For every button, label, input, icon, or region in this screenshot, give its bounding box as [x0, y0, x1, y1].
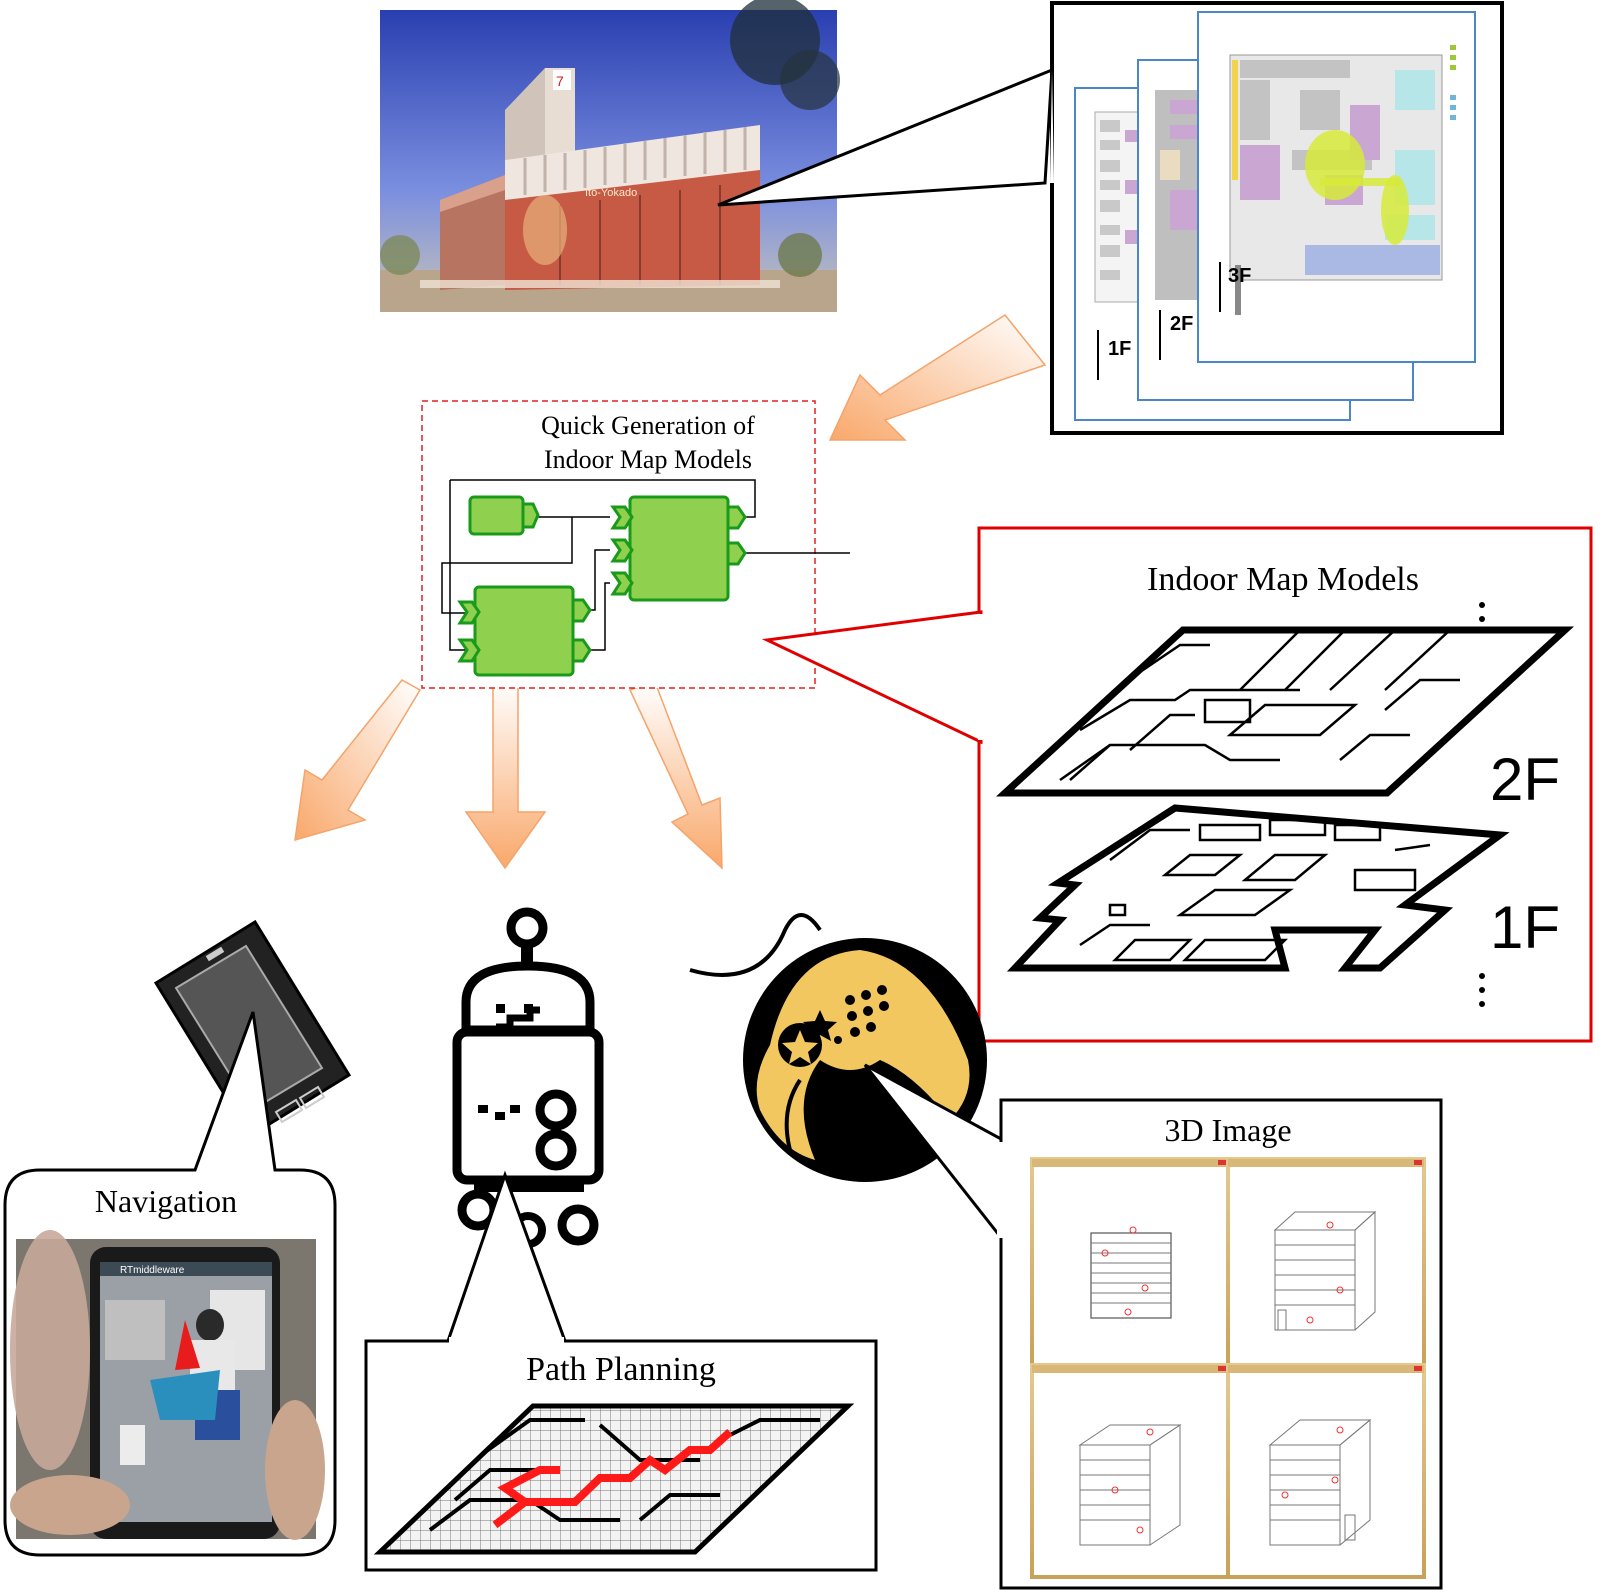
floor-label-2f: 2F: [1490, 746, 1560, 813]
quick-generation-box: Quick Generation of Indoor Map Models: [421, 400, 850, 689]
robot-icon: [452, 907, 604, 1248]
svg-text:Ito-Yokado: Ito-Yokado: [585, 187, 637, 199]
floor-model-2f: [995, 626, 1575, 797]
navigation-photo: RTmiddleware: [10, 1230, 325, 1540]
3d-view-top: [1030, 1157, 1230, 1367]
floor-badge-3f: 3F: [1228, 265, 1251, 287]
floor-badge-2f: 2F: [1170, 313, 1193, 335]
3d-view-perspective-b: [1030, 1363, 1230, 1579]
floor-badge-1f: 1F: [1108, 338, 1131, 360]
indoor-map-models-callout: Indoor Map Models: [761, 526, 1593, 1043]
phone-app-bar-title: RTmiddleware: [120, 1265, 185, 1276]
arrow-to-navigation: [294, 679, 422, 842]
component-secondary: [457, 585, 592, 677]
floor-plan-sheets: 1F 2F: [717, 1, 1504, 435]
quick-generation-title-line1: Quick Generation of: [541, 411, 755, 440]
floor-label-1f: 1F: [1490, 894, 1560, 961]
floor-sheet-3f: 3F: [1197, 11, 1476, 363]
3d-image-callout: 3D Image: [863, 1063, 1443, 1590]
component-main: [610, 495, 747, 602]
more-floors-below: [1479, 973, 1485, 1007]
path-planning-callout: Path Planning: [364, 1170, 878, 1572]
arrow-to-3d-image: [628, 681, 723, 870]
3d-view-perspective-c: [1226, 1363, 1426, 1579]
3d-image-title: 3D Image: [1164, 1112, 1291, 1148]
direction-marker-icon: [175, 1320, 200, 1370]
svg-text:7: 7: [556, 73, 564, 89]
path-planning-grid: [373, 1403, 855, 1555]
arrow-sheets-to-generator: [828, 314, 1047, 441]
indoor-map-models-title: Indoor Map Models: [1147, 561, 1419, 598]
building-photo: 7 Ito-Yokado: [380, 0, 840, 312]
navigation-callout: Navigation RTmiddleware: [3, 1011, 337, 1557]
path-planning-title: Path Planning: [526, 1351, 716, 1388]
floor-model-1f: [1006, 804, 1510, 972]
component-source: [468, 495, 540, 536]
navigation-title: Navigation: [95, 1183, 237, 1219]
quick-generation-title-line2: Indoor Map Models: [544, 445, 752, 474]
3d-view-perspective-a: [1226, 1157, 1426, 1367]
arrow-to-path-planning: [464, 679, 547, 870]
